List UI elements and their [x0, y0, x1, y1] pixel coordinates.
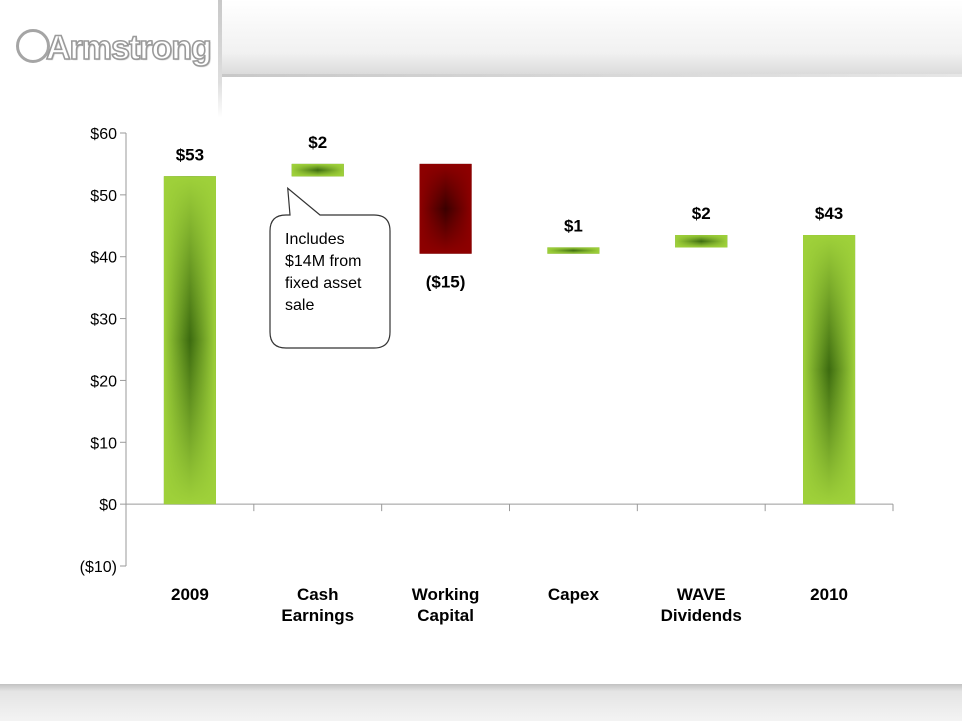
bar-total [803, 235, 856, 505]
y-tick-label: $40 [90, 250, 117, 267]
category-label-line: Capital [417, 606, 474, 625]
y-tick-label: $20 [90, 373, 117, 390]
bar-value-label: $2 [692, 204, 711, 223]
footer-band [0, 684, 962, 721]
category-label-line: Dividends [661, 606, 742, 625]
y-tick-label: $0 [99, 497, 117, 514]
header-divider [222, 74, 962, 77]
bar-highlight [547, 247, 600, 254]
header-band [222, 0, 962, 76]
bar-increase [291, 163, 344, 177]
bar-value-label: $53 [176, 145, 204, 164]
callout-text-line: Includes [285, 231, 345, 248]
bar-highlight [163, 176, 216, 505]
category-label: Cash Earnings [281, 585, 354, 625]
callout-text-line: sale [285, 297, 314, 314]
bar-highlight [675, 235, 728, 248]
y-tick-label: ($10) [80, 559, 117, 576]
category-label: Capex [548, 585, 600, 604]
category-label: Working Capital [412, 585, 480, 625]
category-label-line: Cash [297, 585, 339, 604]
bar-value-label: ($15) [426, 273, 466, 292]
category-label-line: 2009 [171, 585, 209, 604]
bar-value-label: $1 [564, 216, 583, 235]
y-tick-label: $10 [90, 435, 117, 452]
bar-increase [675, 235, 728, 248]
bar-highlight [419, 163, 472, 254]
category-label: WAVE Dividends [661, 585, 742, 625]
y-tick-label: $60 [90, 126, 117, 143]
bar-highlight [803, 235, 856, 505]
category-label-line: WAVE [677, 585, 726, 604]
bar-increase [547, 247, 600, 254]
bar-highlight [291, 163, 344, 177]
bar-total [163, 176, 216, 505]
category-label-line: Capex [548, 585, 600, 604]
callout-text-line: $14M from [285, 253, 361, 270]
category-label: 2009 [171, 585, 209, 604]
armstrong-logo: Armstrong [16, 27, 213, 71]
y-tick-label: $50 [90, 188, 117, 205]
bar-decrease [419, 163, 472, 254]
logo-text: Armstrong [45, 28, 212, 68]
category-label-line: Earnings [281, 606, 354, 625]
bar-value-label: $43 [815, 204, 843, 223]
callout-text: Includes $14M from fixed asset sale [285, 231, 362, 314]
callout-bubble [269, 186, 391, 349]
header-vertical-divider [218, 0, 222, 118]
y-tick-label: $30 [90, 312, 117, 329]
callout-text-line: fixed asset [285, 275, 362, 292]
category-label-line: 2010 [810, 585, 848, 604]
category-label-line: Working [412, 585, 480, 604]
category-label: 2010 [810, 585, 848, 604]
logo-ring-icon [16, 29, 50, 63]
bar-value-label: $2 [308, 133, 327, 152]
